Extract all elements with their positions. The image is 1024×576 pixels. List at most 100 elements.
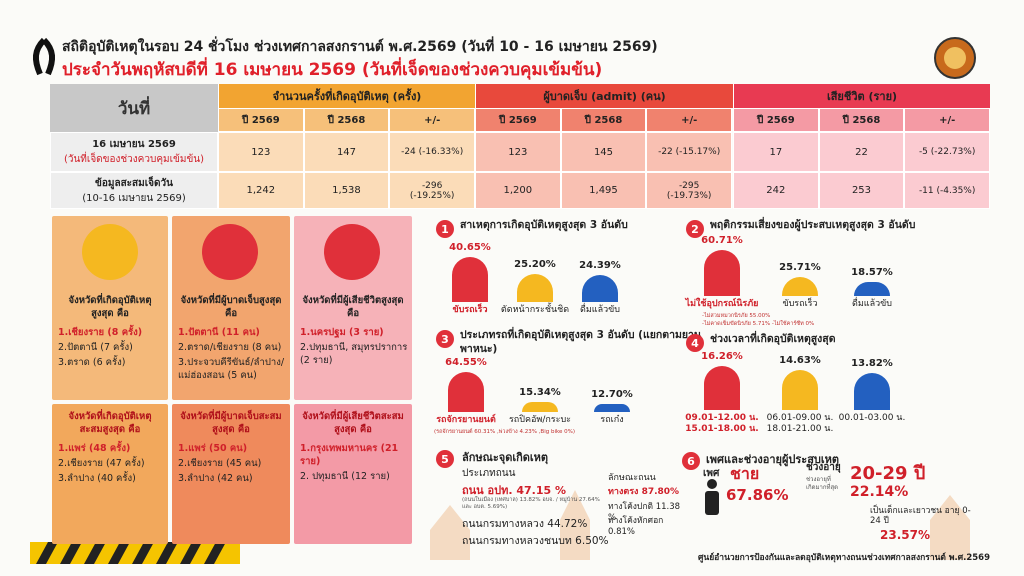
table-cell: 253 [818,172,905,209]
road-text: ประเภทถนน [462,468,516,479]
category-label: รถจักรยานยนต์ [436,415,496,425]
road-local: ถนน อปท. 47.15 % [462,484,567,497]
province-item: 1.แพร่ (50 คน) [178,443,248,454]
section-title: พฤติกรรมเสี่ยงของผู้ประสบเหตุสูงสุด 3 อั… [710,219,916,231]
hazard-stripes [30,542,240,564]
table-subhead: ปี 2569 [475,108,561,132]
table-subhead: +/- [389,108,475,132]
bar [704,250,740,296]
category-label: 06.01-09.00 น. 18.01-21.00 น. [766,413,834,434]
value-label: 64.55% [445,356,487,368]
table-row-label: 16 เมษายน 2569 (วันที่เจ็ดของช่วงควบคุมเข… [50,132,218,172]
province-item: 1.เชียงราย (8 ครั้ง) [58,327,143,338]
table-group-head: จำนวนครั้งที่เกิดอุบัติเหตุ (ครั้ง) [218,84,475,108]
table-cell: 1,538 [303,172,390,209]
category-label: 00.01-03.00 น. [838,413,906,423]
bar [452,257,488,302]
table-row-label: ข้อมูลสะสมเจ็ดวัน (10-16 เมษายน 2569) [50,172,218,209]
category-label: รถเก๋ง [600,415,624,425]
province-item: 2.ปทุมธานี, สมุทรปราการ (2 ราย) [300,342,408,366]
value-label: 60.71% [701,235,743,247]
province-item: 3.ลำปาง (42 คน) [178,473,253,484]
table-cell: 22 [818,132,905,172]
section-number: 5 [436,450,454,468]
table-subhead: ปี 2568 [818,108,905,132]
province-item: 1.กรุงเทพมหานคร (21 ราย) [300,443,399,467]
demo-big: 67.86% [726,486,789,504]
temple-silhouette [430,490,970,560]
note: -ไม่สวมหมวกนิรภัย 55.00% [702,313,771,319]
province-title: จังหวัดที่มีผู้บาดเจ็บสะสมสูงสุด คือ [180,411,282,435]
table-cell: 17 [733,132,819,172]
table-cell: 123 [475,132,561,172]
bar [854,282,890,296]
category-label: ไม่ใช้อุปกรณ์นิรภัย [685,299,759,309]
province-title: จังหวัดที่เกิดอุบัติเหตุสะสมสูงสุด คือ [68,411,152,435]
bar [522,402,558,412]
title: สถิติอุบัติเหตุในรอบ 24 ชั่วโมง ช่วงเทศก… [62,39,658,55]
table-cell: 145 [560,132,647,172]
value-label: 25.20% [514,259,556,271]
section-number: 2 [686,220,704,238]
subtitle: ประจำวันพฤหัสบดีที่ 16 เมษายน 2569 (วันท… [62,60,603,80]
road-text: ทางตรง 87.80% [608,487,680,497]
section-number: 1 [436,220,454,238]
row-label: 16 เมษายน 2569 [92,139,176,150]
category-label: ดื่มแล้วขับ [851,299,892,309]
province-title: จังหวัดที่มีผู้เสียชีวิตสะสมสูงสุด คือ [302,411,404,435]
value-label: 25.71% [779,261,821,273]
table-cell: -11 (-4.35%) [904,172,990,209]
province-item: 1.แพร่ (48 ครั้ง) [58,443,131,454]
value-label: 13.82% [851,357,893,369]
section-title: สาเหตุการเกิดอุบัติเหตุสูงสุด 3 อันดับ [460,219,628,231]
road-text: ทางโค้งหักศอก 0.81% [608,516,664,537]
value-label: 12.70% [591,389,633,401]
province-title: จังหวัดที่เกิดอุบัติเหตุสูงสุด คือ [68,295,152,319]
table-cell: -5 (-22.73%) [904,132,990,172]
section-title: ประเภทรถที่เกิดอุบัติเหตุสูงสุด 3 อันดับ… [460,329,702,355]
province-item: 2.ตราด/เชียงราย (8 คน) [178,342,282,353]
table-cell: -22 (-15.17%) [646,132,732,172]
section-number: 6 [682,452,700,470]
province-item: 1.ปัตตานี (11 คน) [178,327,260,338]
table-subhead: ปี 2569 [733,108,819,132]
province-item: 2.ปัตตานี (7 ครั้ง) [58,342,133,353]
province-item: 2. ปทุมธานี (12 ราย) [300,471,390,482]
table-cell: -24 (-16.33%) [389,132,475,172]
section-number: 4 [686,334,704,352]
province-item: 3.ตราด (6 ครั้ง) [58,357,126,368]
table-head: วันที่ [50,84,218,132]
category-label: ขับรถเร็ว [452,305,488,315]
category-label: 09.01-12.00 น. 15.01-18.00 น. [685,413,759,434]
logo-inner [944,47,966,69]
table-subhead: +/- [646,108,732,132]
province-panel [52,404,168,544]
demo-big: 22.14% [850,484,909,500]
table-cell: 1,200 [475,172,561,209]
table-subhead: ปี 2569 [218,108,304,132]
ribbon [32,37,56,76]
province-title: จังหวัดที่มีผู้บาดเจ็บสูงสุด คือ [180,295,282,319]
table-cell: 147 [303,132,390,172]
road-text: ถนนกรมทางหลวง 44.72% [462,518,588,530]
demo-text: เพศ [703,468,720,479]
value-label: 24.39% [579,260,621,272]
bar [782,370,818,410]
bar [704,366,740,410]
category-label: ดื่มแล้วขับ [579,305,620,315]
demo-text: ช่วงอายุ [806,462,841,473]
road-detail: (ถนนในเมือง (เทศบาล) 13.82% อบจ. / หมู่บ… [462,497,600,510]
section-title: เพศและช่วงอายุผู้ประสบเหตุ [706,453,840,466]
road-text: ทางโค้งปกติ 11.38 % [608,502,681,523]
category-label: ตัดหน้ากระชั้นชิด [500,305,570,315]
province-panel [172,404,290,544]
table-subhead: +/- [904,108,990,132]
bar [517,274,553,302]
value-label: 16.26% [701,351,743,363]
person-icon [705,479,719,515]
value-label: 14.63% [779,355,821,367]
table-group-head: เสียชีวิต (ราย) [733,84,990,108]
road-text: ลักษณะถนน [608,473,656,483]
demo-big: ชาย [730,464,760,483]
